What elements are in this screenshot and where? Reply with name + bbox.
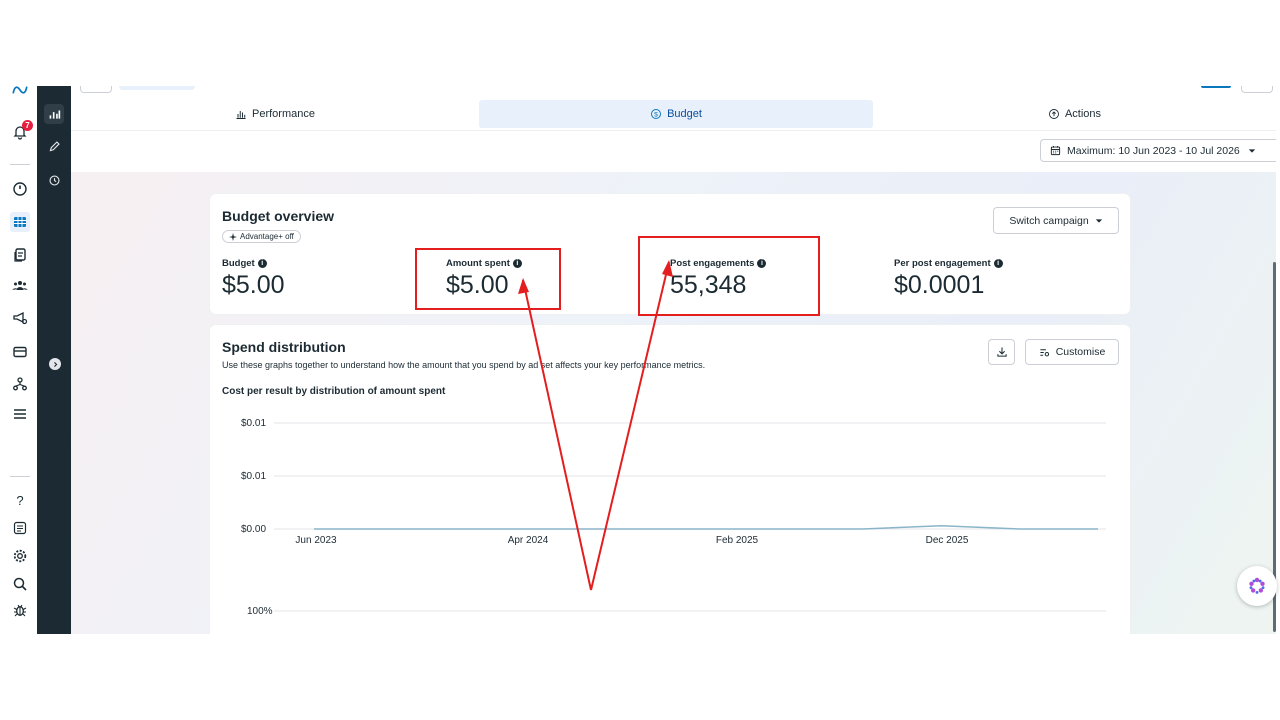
insights-tabs: Performance $ Budget Actions bbox=[71, 100, 1276, 128]
back-button[interactable] bbox=[80, 86, 112, 93]
chevron-down-icon bbox=[1248, 148, 1255, 153]
info-icon[interactable]: i bbox=[993, 259, 1003, 268]
download-icon bbox=[996, 347, 1007, 357]
x-tick-label: Jun 2023 bbox=[295, 535, 337, 546]
switch-campaign-button[interactable]: Switch campaign bbox=[993, 207, 1119, 234]
bar-chart-icon bbox=[236, 111, 246, 119]
metric-label: Budget bbox=[222, 258, 255, 269]
ads-manager-grid-icon[interactable] bbox=[10, 212, 30, 232]
metric-value: $0.0001 bbox=[894, 271, 985, 299]
pages-document-icon[interactable] bbox=[10, 245, 30, 265]
advantage-badge: Advantage+ off bbox=[222, 230, 301, 243]
tab-performance-label: Performance bbox=[252, 108, 315, 120]
dashboard-gauge-icon[interactable] bbox=[10, 179, 30, 199]
budget-overview-title: Budget overview bbox=[222, 208, 335, 224]
x-tick-label: Dec 2025 bbox=[926, 535, 969, 546]
advantage-badge-label: Advantage+ off bbox=[240, 232, 294, 241]
metric-post-engagements: Post engagements i 55,348 bbox=[670, 258, 767, 300]
audiences-people-icon[interactable] bbox=[10, 276, 30, 296]
sparkle-icon bbox=[229, 232, 237, 241]
metric-label: Per post engagement bbox=[894, 258, 991, 269]
sliders-gear-icon bbox=[1040, 348, 1049, 356]
global-nav-rail: 7 ? bbox=[6, 86, 38, 634]
y-tick-label: $0.00 bbox=[241, 524, 266, 535]
series-line bbox=[314, 525, 1098, 530]
tab-actions-label: Actions bbox=[1064, 108, 1102, 120]
meta-logo-icon[interactable] bbox=[10, 86, 30, 100]
edit-pencil-icon[interactable] bbox=[44, 136, 64, 156]
switch-campaign-label: Switch campaign bbox=[1009, 214, 1089, 227]
tools-megaphone-icon[interactable] bbox=[10, 308, 30, 328]
history-clock-icon[interactable] bbox=[44, 170, 64, 190]
publish-button-edge[interactable] bbox=[1201, 86, 1231, 88]
info-icon[interactable]: i bbox=[257, 259, 267, 268]
divider bbox=[10, 476, 30, 477]
settings-gear-icon[interactable] bbox=[10, 546, 30, 566]
ai-assistant-button[interactable] bbox=[1237, 566, 1277, 606]
chart-title: Cost per result by distribution of amoun… bbox=[222, 386, 446, 397]
spend-distribution-description: Use these graphs together to understand … bbox=[222, 360, 706, 370]
budget-overview-card: Budget overview Advantage+ off Switch ca… bbox=[210, 194, 1130, 314]
chevron-down-icon bbox=[1095, 218, 1102, 223]
x-tick-label: Apr 2024 bbox=[508, 535, 549, 546]
tab-budget[interactable]: $ Budget bbox=[479, 100, 873, 128]
tab-budget-label: Budget bbox=[667, 108, 702, 120]
info-icon[interactable]: i bbox=[757, 259, 767, 268]
second-axis-label: 100% bbox=[247, 606, 273, 617]
tab-performance[interactable]: Performance bbox=[71, 100, 479, 128]
svg-text:$: $ bbox=[654, 112, 658, 119]
campaign-tools-rail bbox=[37, 86, 71, 634]
dollar-circle-icon: $ bbox=[651, 109, 662, 119]
report-bug-icon[interactable] bbox=[10, 600, 30, 620]
customise-label: Customise bbox=[1055, 346, 1106, 358]
metric-label: Amount spent bbox=[446, 258, 510, 269]
divider bbox=[71, 130, 1276, 131]
expand-chevron-icon[interactable] bbox=[49, 358, 61, 370]
metric-per-post-engagement: Per post engagement i $0.0001 bbox=[894, 258, 1003, 300]
x-tick-label: Feb 2025 bbox=[716, 535, 759, 546]
info-icon[interactable]: i bbox=[512, 259, 522, 268]
metric-value: $5.00 bbox=[222, 271, 285, 299]
tab-actions[interactable]: Actions bbox=[873, 100, 1276, 128]
notification-count-badge: 7 bbox=[22, 120, 33, 131]
campaign-selector[interactable] bbox=[119, 86, 195, 90]
help-question-icon[interactable]: ? bbox=[16, 492, 24, 508]
billing-card-icon[interactable] bbox=[10, 342, 30, 362]
performance-chart-icon[interactable] bbox=[44, 104, 64, 124]
more-options-button[interactable] bbox=[1241, 86, 1273, 93]
metric-label: Post engagements bbox=[670, 258, 755, 269]
ai-flower-icon bbox=[1249, 577, 1265, 594]
spend-distribution-title: Spend distribution bbox=[222, 339, 346, 355]
all-tools-menu-icon[interactable] bbox=[10, 404, 30, 424]
app-frame: 7 ? bbox=[6, 86, 1276, 634]
business-hierarchy-icon[interactable] bbox=[10, 374, 30, 394]
cost-per-result-chart: $0.01 $0.01 $0.00 Jun 2023 Apr 2024 Feb 2025 D… bbox=[241, 418, 1106, 617]
date-range-picker[interactable]: Maximum: 10 Jun 2023 - 10 Jul 2026 bbox=[1040, 139, 1276, 162]
divider bbox=[10, 164, 30, 165]
main-panel: Performance $ Budget Actions Maximum: 10… bbox=[71, 86, 1276, 634]
customise-button[interactable]: Customise bbox=[1025, 339, 1119, 365]
y-tick-label: $0.01 bbox=[241, 471, 266, 482]
spend-distribution-card: Spend distribution Use these graphs toge… bbox=[210, 325, 1130, 634]
scrollbar[interactable] bbox=[1273, 262, 1276, 632]
search-icon[interactable] bbox=[10, 574, 30, 594]
content-area: Budget overview Advantage+ off Switch ca… bbox=[71, 172, 1276, 634]
calendar-icon bbox=[1050, 146, 1061, 156]
metric-value: $5.00 bbox=[446, 271, 509, 299]
news-feed-icon[interactable] bbox=[10, 518, 30, 538]
y-tick-label: $0.01 bbox=[241, 418, 266, 429]
metric-amount-spent: Amount spent i $5.00 bbox=[446, 258, 522, 300]
date-range-label: Maximum: 10 Jun 2023 - 10 Jul 2026 bbox=[1067, 144, 1240, 157]
metric-value: 55,348 bbox=[670, 271, 747, 299]
download-button[interactable] bbox=[988, 339, 1015, 365]
metric-budget: Budget i $5.00 bbox=[222, 258, 285, 300]
cursor-click-icon bbox=[1049, 109, 1059, 119]
